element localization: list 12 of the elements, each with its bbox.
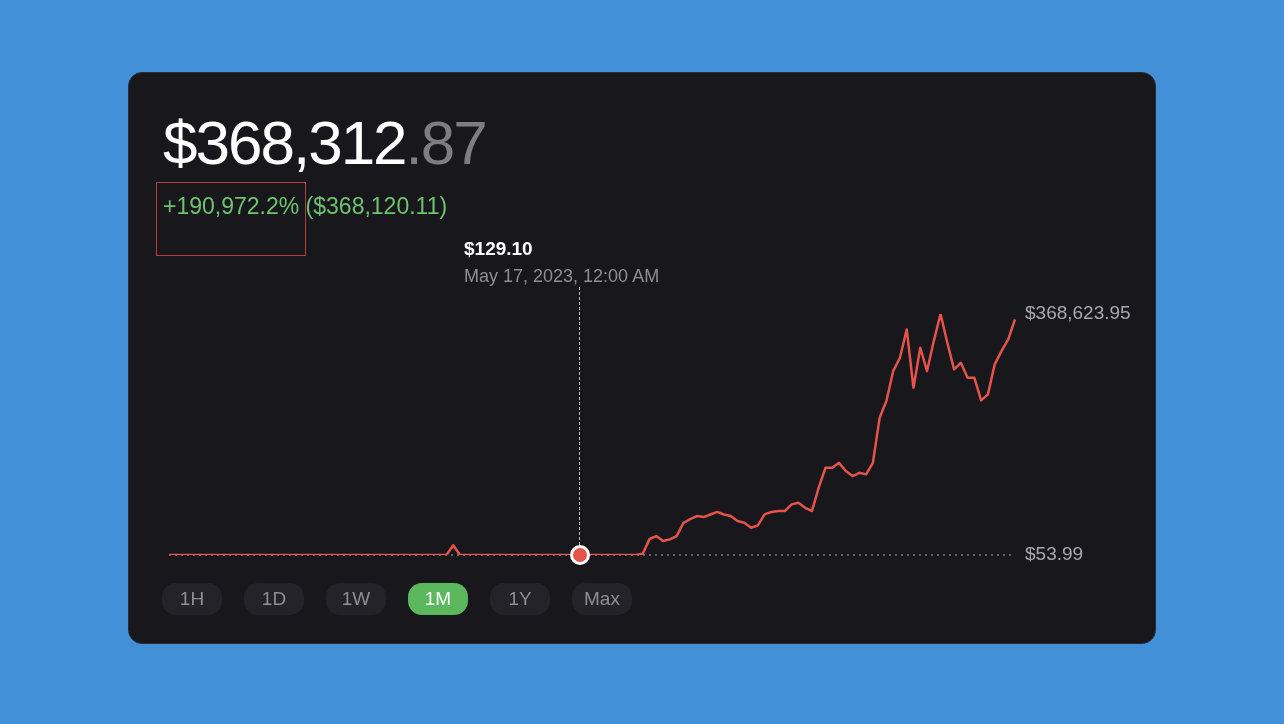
text: Max bbox=[572, 583, 632, 615]
text: 1M bbox=[408, 583, 468, 615]
chart-title: $368,312.87 bbox=[163, 108, 486, 177]
chart-subtitle: +190,972.2% ($368,120.11) bbox=[163, 193, 448, 219]
text: $129.10 bbox=[464, 238, 533, 259]
y-tick-label: $53.99 bbox=[1025, 543, 1084, 565]
text: May 17, 2023, 12:00 AM bbox=[464, 266, 660, 286]
y-tick-label: $368,623.95 bbox=[1025, 302, 1131, 324]
text: 1D bbox=[244, 583, 304, 615]
text: 1Y bbox=[490, 583, 550, 615]
text: 1W bbox=[326, 583, 386, 615]
text: 1H bbox=[162, 583, 222, 615]
